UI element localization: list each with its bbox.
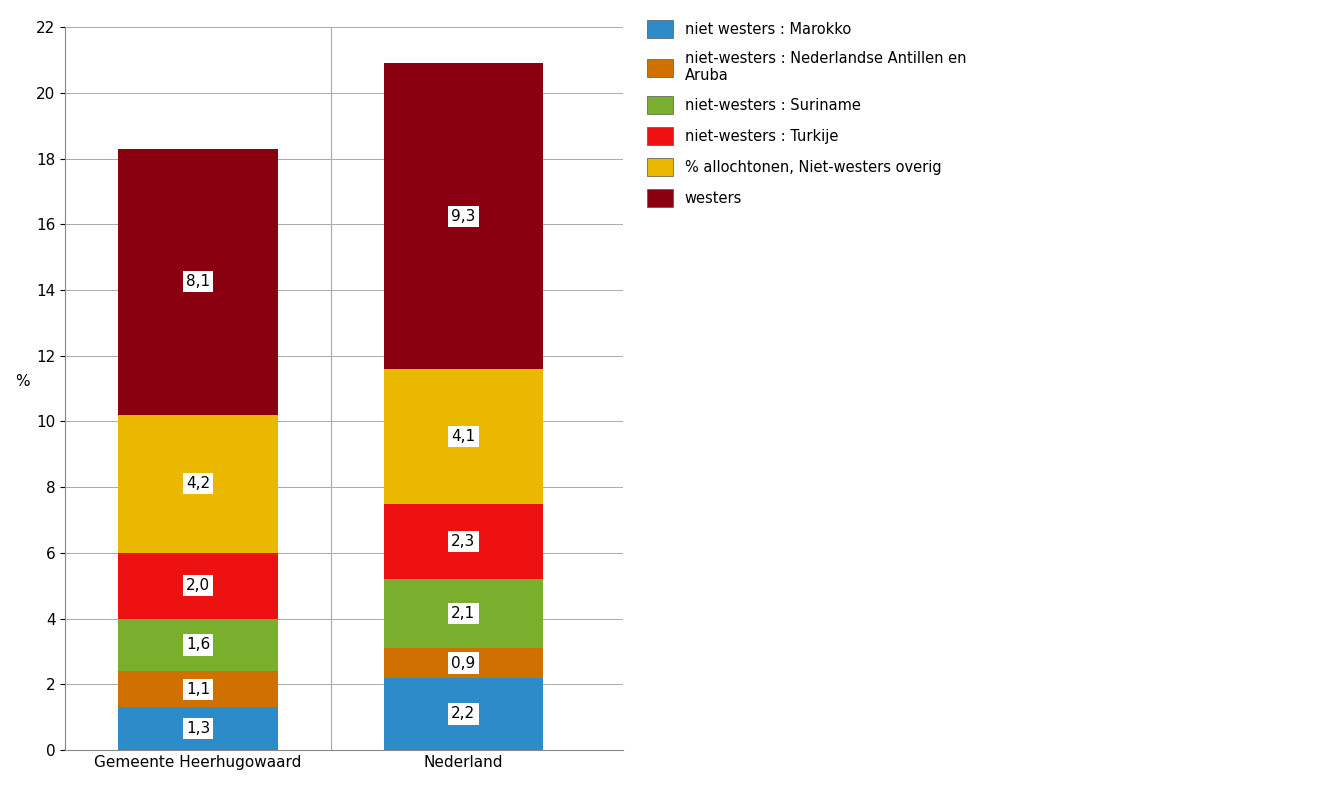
Bar [119,707,278,750]
Bar [384,648,543,677]
Text: 2,2: 2,2 [452,706,476,721]
Bar [384,504,543,579]
Legend: niet westers : Marokko, niet-westers : Nederlandse Antillen en
Aruba, niet-weste: niet westers : Marokko, niet-westers : N… [639,13,973,214]
Bar [119,553,278,619]
Bar [384,369,543,504]
Bar [119,148,278,415]
Text: 0,9: 0,9 [452,655,476,670]
Text: 8,1: 8,1 [186,274,210,290]
Bar [384,579,543,648]
Bar [119,671,278,707]
Bar [119,619,278,671]
Text: 1,6: 1,6 [186,637,210,652]
Text: 9,3: 9,3 [451,209,476,224]
Text: 2,1: 2,1 [452,606,476,621]
Y-axis label: %: % [15,374,29,389]
Text: 1,3: 1,3 [186,721,210,736]
Text: 4,2: 4,2 [186,476,210,491]
Text: 2,0: 2,0 [186,579,210,593]
Bar [119,415,278,553]
Bar [384,677,543,750]
Bar [384,64,543,369]
Text: 4,1: 4,1 [452,429,476,444]
Text: 1,1: 1,1 [186,682,210,697]
Text: 2,3: 2,3 [452,534,476,549]
